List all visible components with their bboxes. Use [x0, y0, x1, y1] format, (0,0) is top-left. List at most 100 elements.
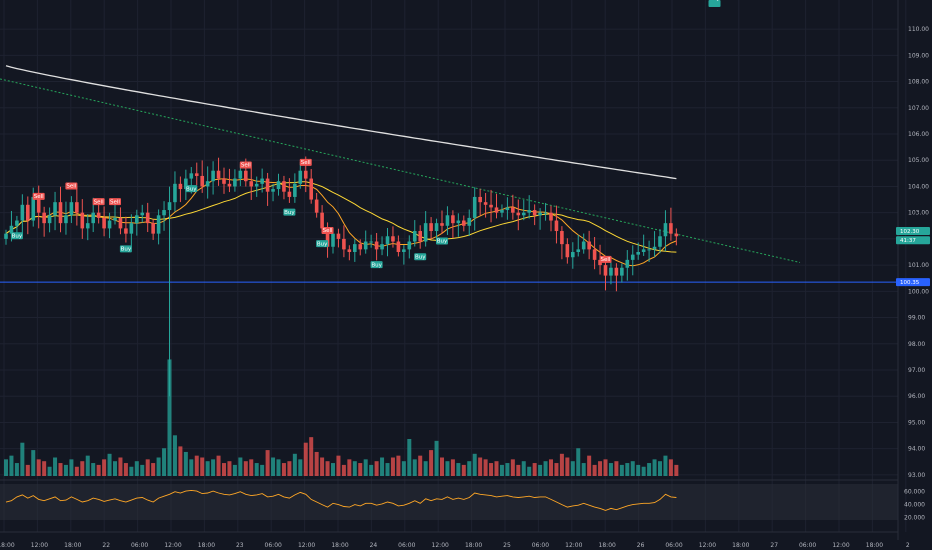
- volume-bar: [641, 466, 646, 476]
- candle-body: [325, 228, 330, 247]
- volume-bar: [227, 461, 232, 476]
- candle-body: [4, 233, 8, 239]
- candle-body: [107, 220, 112, 229]
- candle-body: [244, 170, 248, 182]
- buy-signal: [185, 185, 198, 193]
- volume-bar: [336, 455, 341, 476]
- candle-body: [391, 236, 395, 242]
- candle-body: [249, 181, 254, 187]
- candle-body: [293, 183, 297, 197]
- candle-body: [516, 212, 521, 216]
- signal-label: Buy: [415, 254, 426, 260]
- buy-sell-signals: Sell Sell Sell Sell Sell Sell Sell Sell Buy Buy Bu…: [10, 0, 721, 268]
- buy-signal: [316, 240, 329, 248]
- volume-bar: [543, 461, 548, 476]
- buy-signal: [414, 253, 427, 261]
- buy-signal: [10, 232, 23, 240]
- time-tick-label: 06:00: [665, 542, 682, 549]
- volume-bar: [189, 459, 194, 476]
- volume-bar: [341, 464, 346, 476]
- volume-bar: [429, 450, 434, 476]
- volume-bar: [499, 464, 504, 476]
- volume-bar: [461, 464, 466, 476]
- volume-bar: [194, 455, 199, 476]
- ema-slow-line: [5, 181, 677, 253]
- volume-bar: [276, 459, 281, 476]
- volume-bar: [249, 459, 254, 476]
- volume-bar: [369, 464, 374, 476]
- volume-bar: [587, 455, 592, 476]
- time-tick-label: 12:00: [699, 542, 716, 549]
- volume-bar: [478, 457, 483, 476]
- time-tick-label: 12:00: [31, 542, 48, 549]
- volume-bar: [663, 455, 668, 476]
- price-tick-label: 110.00: [908, 26, 929, 33]
- signal-label: Sell: [34, 194, 44, 200]
- volume-bar: [287, 461, 292, 476]
- time-tick-label: 26: [637, 542, 645, 549]
- sell-signal: [92, 198, 105, 206]
- rsi-line: [5, 489, 677, 511]
- price-tick-label: 107.00: [908, 105, 929, 112]
- volume-bar: [309, 437, 314, 476]
- candle-body: [124, 228, 128, 234]
- volume-bar: [619, 464, 624, 476]
- candle-body: [331, 233, 335, 247]
- price-badge-label: 100.35: [900, 280, 920, 286]
- volume-bar: [549, 459, 553, 476]
- price-badge: [896, 236, 930, 245]
- signal-label: Sell: [66, 184, 76, 190]
- candle-body: [222, 178, 226, 184]
- volume-bar: [532, 463, 537, 476]
- candle-body: [15, 220, 19, 226]
- signal-label: Buy: [437, 239, 448, 245]
- candle-body: [511, 207, 515, 213]
- candle-body: [58, 202, 63, 224]
- volume-bar: [14, 463, 19, 476]
- price-tick-label: 104.00: [908, 183, 929, 190]
- candle-body: [554, 220, 559, 232]
- candle-body: [135, 215, 139, 224]
- candle-body: [538, 212, 542, 216]
- candle-body: [129, 223, 134, 234]
- candle-body: [674, 233, 679, 237]
- volume-bar: [91, 463, 96, 476]
- signal-label: Sell: [241, 163, 251, 169]
- candle-body: [271, 189, 275, 192]
- candle-body: [500, 210, 504, 213]
- volume-bar: [178, 446, 183, 476]
- price-tick-label: 103.00: [908, 210, 929, 217]
- volume-bar: [129, 466, 134, 476]
- volume-bar: [407, 439, 412, 476]
- candle-body: [162, 210, 166, 216]
- volume-bar: [434, 440, 439, 476]
- candle-body: [211, 170, 215, 182]
- volume-bar: [47, 466, 52, 476]
- candle-body: [396, 241, 401, 252]
- candle-body: [434, 223, 439, 232]
- time-tick-label: 18:00: [866, 542, 883, 549]
- volume-bar: [53, 457, 58, 476]
- volume-bar: [450, 459, 455, 476]
- price-tick-label: 98.00: [908, 341, 925, 348]
- candle-body: [113, 217, 117, 221]
- candle-body: [102, 217, 106, 229]
- candle-body: [543, 212, 548, 214]
- time-tick-label: 06:00: [799, 542, 816, 549]
- price-badges: 102.30 41:37 100.35: [896, 227, 930, 287]
- volume-bar: [554, 463, 559, 476]
- volume-bar: [581, 463, 586, 476]
- volume-bar: [80, 461, 85, 476]
- candle-body: [91, 212, 95, 224]
- candle-body: [227, 183, 232, 187]
- signal-label: Buy: [186, 186, 197, 192]
- signal-label: Sell: [301, 160, 311, 166]
- price-tick-label: 105.00: [908, 157, 929, 164]
- volume-bar: [113, 461, 117, 476]
- volume-bar: [183, 451, 188, 476]
- candle-body: [565, 244, 570, 258]
- volume-bar: [232, 464, 237, 476]
- volume-bar: [374, 461, 379, 476]
- candle-body: [412, 231, 417, 242]
